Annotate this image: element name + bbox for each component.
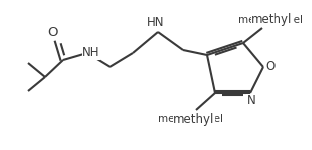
Text: methyl: methyl <box>173 114 215 126</box>
Text: HN: HN <box>147 15 165 28</box>
Text: O: O <box>48 26 58 39</box>
Text: NH: NH <box>82 46 100 60</box>
Text: O: O <box>266 60 275 74</box>
Text: methyl label: methyl label <box>158 114 223 124</box>
Text: O: O <box>266 60 275 72</box>
Text: methyl label: methyl label <box>237 15 303 25</box>
Text: N: N <box>246 94 256 108</box>
Text: methyl: methyl <box>251 14 293 27</box>
Text: N: N <box>246 94 256 108</box>
